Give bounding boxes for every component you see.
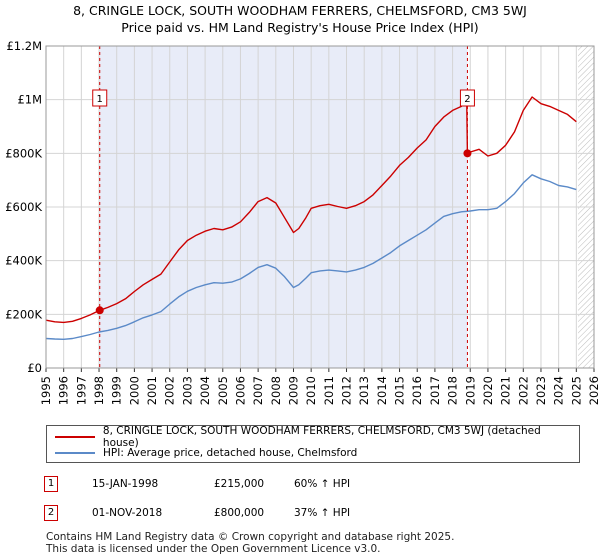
x-tick-label: 2025 bbox=[569, 376, 583, 405]
x-tick-label: 2010 bbox=[304, 376, 318, 405]
x-tick-label: 2014 bbox=[375, 376, 389, 405]
legend-label-property: 8, CRINGLE LOCK, SOUTH WOODHAM FERRERS, … bbox=[102, 425, 541, 449]
sale-point bbox=[463, 149, 472, 158]
chart-subtitle: Price paid vs. HM Land Registry's House … bbox=[121, 20, 479, 35]
x-tick-label: 1998 bbox=[92, 376, 106, 405]
legend-item-hpi: HPI: Average price, detached house, Chel… bbox=[55, 446, 357, 460]
sale-marker-label: 1 bbox=[97, 94, 103, 105]
x-tick-label: 2016 bbox=[410, 376, 424, 405]
series-line-hpi bbox=[45, 174, 577, 340]
x-tick-label: 2017 bbox=[428, 376, 442, 405]
x-tick-label: 2007 bbox=[251, 376, 265, 405]
x-tick-label: 2005 bbox=[216, 376, 230, 405]
x-tick-label: 2002 bbox=[163, 376, 177, 405]
x-tick-label: 2003 bbox=[180, 376, 194, 405]
x-tick-label: 1999 bbox=[110, 376, 124, 405]
transaction-price: £800,000 bbox=[214, 507, 265, 519]
y-tick-label: £0 bbox=[27, 361, 42, 375]
x-tick-label: 2008 bbox=[269, 376, 283, 405]
legend-item-property: 8, CRINGLE LOCK, SOUTH WOODHAM FERRERS, … bbox=[55, 425, 579, 449]
sale-marker-box bbox=[92, 89, 108, 107]
x-tick-label: 2019 bbox=[463, 376, 477, 405]
x-tick-label: 2009 bbox=[286, 376, 300, 405]
legend-label-hpi: HPI: Average price, detached house, Chel… bbox=[103, 447, 358, 459]
footer-copyright: Contains HM Land Registry data © Crown c… bbox=[46, 531, 455, 543]
transaction-badge: 2 bbox=[44, 505, 58, 521]
x-tick-label: 2022 bbox=[516, 376, 530, 405]
price-chart: 1 2 £0 £200K £400K £600K £800K £1M £1.2M 1995 199… bbox=[5, 39, 600, 405]
x-tick-label: 2020 bbox=[481, 376, 495, 405]
x-tick-label: 2021 bbox=[499, 376, 513, 405]
chart-title: 8, CRINGLE LOCK, SOUTH WOODHAM FERRERS, … bbox=[73, 3, 527, 18]
x-tick-label: 2000 bbox=[127, 376, 141, 405]
x-tick-label: 2012 bbox=[340, 376, 354, 405]
legend: 8, CRINGLE LOCK, SOUTH WOODHAM FERRERS, … bbox=[46, 425, 580, 463]
transaction-date: 15-JAN-1998 bbox=[92, 478, 159, 490]
x-tick-label: 2006 bbox=[233, 376, 247, 405]
x-tick-label: 2011 bbox=[322, 376, 336, 405]
transaction-hpi: 37% ↑ HPI bbox=[294, 507, 351, 519]
y-tick-label: £400K bbox=[5, 254, 42, 268]
x-tick-label: 2018 bbox=[446, 376, 460, 405]
x-tick-label: 2004 bbox=[198, 376, 212, 405]
x-tick-label: 1995 bbox=[39, 376, 53, 405]
legend-swatch-property bbox=[55, 436, 95, 438]
transaction-hpi: 60% ↑ HPI bbox=[294, 478, 351, 490]
x-tick-label: 1996 bbox=[57, 376, 71, 405]
y-tick-label: £1.2M bbox=[6, 39, 42, 53]
y-tick-label: £800K bbox=[5, 146, 42, 160]
sale-marker-label: 2 bbox=[464, 94, 470, 105]
x-tick-label: 2026 bbox=[587, 376, 600, 405]
y-tick-label: £600K bbox=[5, 200, 42, 214]
footer-licence: This data is licensed under the Open Gov… bbox=[46, 543, 381, 555]
sale-marker-box bbox=[459, 89, 475, 107]
y-tick-label: £200K bbox=[5, 307, 42, 321]
x-tick-label: 2023 bbox=[534, 376, 548, 405]
transaction-price: £215,000 bbox=[214, 478, 265, 490]
transaction-date: 01-NOV-2018 bbox=[92, 507, 163, 519]
series-line-property bbox=[45, 96, 577, 324]
x-tick-label: 2024 bbox=[552, 376, 566, 405]
sale-point bbox=[95, 306, 104, 315]
x-tick-label: 2015 bbox=[393, 376, 407, 405]
legend-swatch-hpi bbox=[55, 452, 95, 454]
plot-frame bbox=[45, 45, 595, 369]
y-tick-label: £1M bbox=[17, 93, 42, 107]
transaction-badge: 1 bbox=[44, 476, 58, 492]
x-tick-label: 1997 bbox=[74, 376, 88, 405]
x-tick-label: 2001 bbox=[145, 376, 159, 405]
x-tick-label: 2013 bbox=[357, 376, 371, 405]
